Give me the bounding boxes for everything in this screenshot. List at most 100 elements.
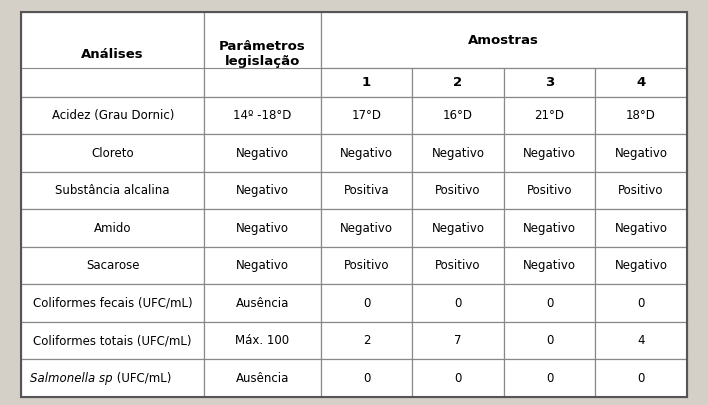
Bar — [321, 247, 412, 284]
Text: 3: 3 — [545, 76, 554, 89]
Bar — [595, 172, 687, 209]
Text: Negativo: Negativo — [523, 147, 576, 160]
Bar — [503, 284, 595, 322]
Bar — [412, 247, 503, 284]
Bar — [321, 68, 412, 97]
Text: 14º -18°D: 14º -18°D — [234, 109, 292, 122]
Text: Negativo: Negativo — [340, 147, 393, 160]
Bar — [21, 284, 204, 322]
Bar — [204, 209, 321, 247]
Bar — [595, 284, 687, 322]
Text: Coliformes fecais (UFC/mL): Coliformes fecais (UFC/mL) — [33, 296, 193, 309]
Text: Negativo: Negativo — [523, 222, 576, 234]
Bar — [595, 247, 687, 284]
Text: Negativo: Negativo — [236, 222, 289, 234]
Bar — [503, 322, 595, 359]
Bar — [21, 322, 204, 359]
Text: Positivo: Positivo — [618, 184, 664, 197]
Text: Sacarose: Sacarose — [86, 259, 139, 272]
Bar — [204, 172, 321, 209]
Text: 0: 0 — [455, 372, 462, 385]
Bar — [412, 209, 503, 247]
Bar — [321, 359, 412, 397]
Text: 0: 0 — [637, 372, 645, 385]
Bar — [412, 322, 503, 359]
Text: Salmonella sp: Salmonella sp — [30, 372, 113, 385]
Bar — [204, 247, 321, 284]
Text: 0: 0 — [362, 296, 370, 309]
Text: 4: 4 — [637, 334, 645, 347]
Text: Substância alcalina: Substância alcalina — [55, 184, 170, 197]
Bar — [503, 359, 595, 397]
Bar — [21, 359, 204, 397]
Bar — [412, 284, 503, 322]
Bar — [204, 284, 321, 322]
Bar — [21, 209, 204, 247]
Text: Ausência: Ausência — [236, 372, 289, 385]
Bar — [21, 172, 204, 209]
Bar — [321, 134, 412, 172]
Bar — [321, 97, 412, 134]
Text: Análises: Análises — [81, 48, 144, 61]
Text: 0: 0 — [362, 372, 370, 385]
Bar — [503, 209, 595, 247]
Bar — [412, 97, 503, 134]
Text: Parâmetros
legislação: Parâmetros legislação — [219, 40, 306, 68]
Text: 17°D: 17°D — [351, 109, 382, 122]
Bar — [21, 247, 204, 284]
Bar — [21, 97, 204, 134]
Bar — [595, 322, 687, 359]
Text: Coliformes totais (UFC/mL): Coliformes totais (UFC/mL) — [33, 334, 192, 347]
Text: Negativo: Negativo — [236, 184, 289, 197]
Text: Negativo: Negativo — [431, 222, 484, 234]
Text: Negativo: Negativo — [615, 259, 668, 272]
Text: Negativo: Negativo — [615, 147, 668, 160]
Bar — [503, 172, 595, 209]
Bar — [503, 97, 595, 134]
Text: 18°D: 18°D — [626, 109, 656, 122]
Bar — [595, 134, 687, 172]
Text: 21°D: 21°D — [535, 109, 564, 122]
Text: Positiva: Positiva — [343, 184, 389, 197]
Bar — [321, 12, 687, 68]
Text: Positivo: Positivo — [435, 184, 481, 197]
Bar — [412, 134, 503, 172]
Bar — [204, 134, 321, 172]
Bar — [503, 134, 595, 172]
Text: Amostras: Amostras — [468, 34, 539, 47]
Text: ​ (UFC/mL): ​ (UFC/mL) — [113, 372, 171, 385]
Text: 16°D: 16°D — [443, 109, 473, 122]
Text: Positivo: Positivo — [527, 184, 572, 197]
Bar — [412, 359, 503, 397]
Bar — [204, 12, 321, 97]
Text: Negativo: Negativo — [236, 259, 289, 272]
Text: Positivo: Positivo — [435, 259, 481, 272]
Text: 0: 0 — [546, 296, 553, 309]
Bar — [595, 97, 687, 134]
Bar — [412, 172, 503, 209]
Text: 0: 0 — [637, 296, 645, 309]
Bar — [321, 172, 412, 209]
Text: Máx. 100: Máx. 100 — [236, 334, 290, 347]
Bar — [321, 284, 412, 322]
Text: 0: 0 — [546, 372, 553, 385]
Text: Amido: Amido — [94, 222, 132, 234]
Bar — [321, 209, 412, 247]
Bar — [595, 359, 687, 397]
Bar — [503, 247, 595, 284]
Bar — [503, 68, 595, 97]
Text: 0: 0 — [455, 296, 462, 309]
Text: Negativo: Negativo — [615, 222, 668, 234]
Text: Negativo: Negativo — [431, 147, 484, 160]
Text: 7: 7 — [455, 334, 462, 347]
Text: Negativo: Negativo — [523, 259, 576, 272]
Text: 4: 4 — [636, 76, 646, 89]
Bar — [412, 68, 503, 97]
Bar — [21, 134, 204, 172]
Text: Acidez (Grau Dornic): Acidez (Grau Dornic) — [52, 109, 174, 122]
Text: Negativo: Negativo — [236, 147, 289, 160]
Bar — [21, 12, 204, 97]
Bar — [204, 359, 321, 397]
Bar — [204, 322, 321, 359]
Text: Ausência: Ausência — [236, 296, 289, 309]
